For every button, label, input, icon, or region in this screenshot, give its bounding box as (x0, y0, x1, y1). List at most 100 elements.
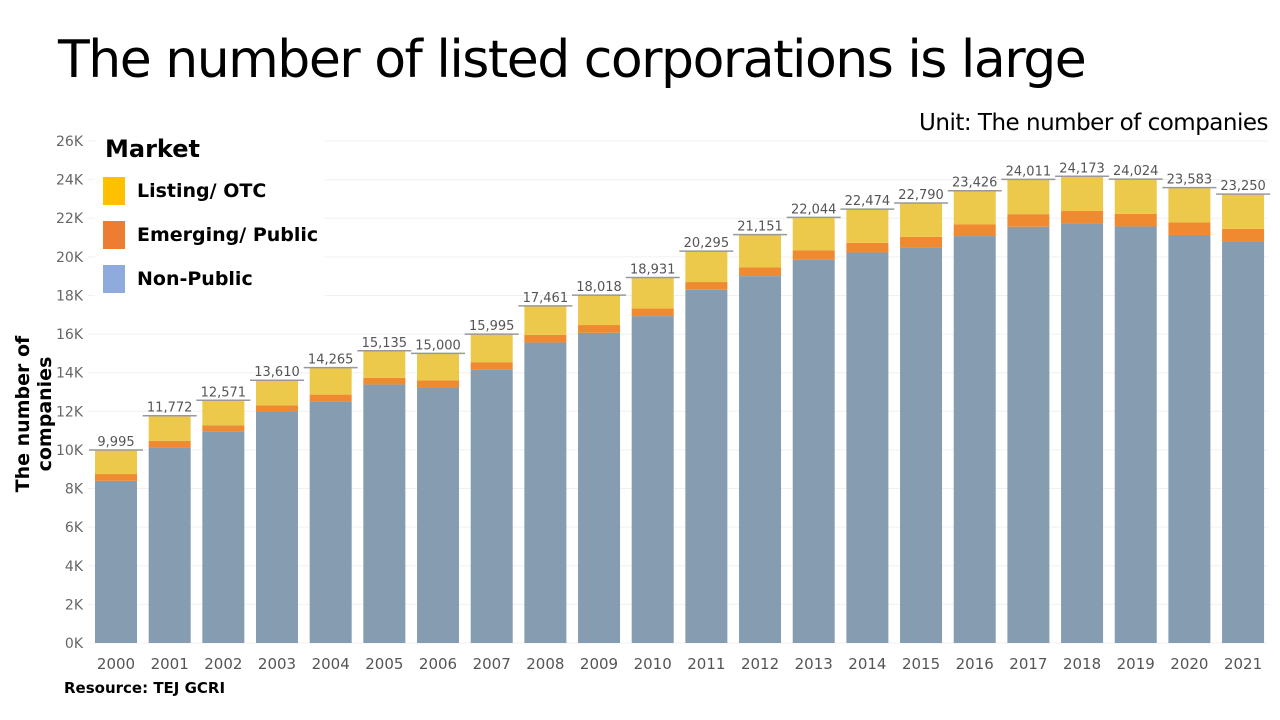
bar-segment-non-public (1114, 226, 1157, 643)
x-tick-label: 2020 (1170, 655, 1208, 673)
bar-segment-listing-otc (1114, 179, 1157, 214)
bar-segment-non-public (846, 252, 889, 643)
page-title: The number of listed corporations is lar… (58, 30, 1087, 90)
total-label: 15,995 (469, 319, 515, 334)
bar-segment-emerging-public (739, 267, 782, 277)
x-tick-label: 2014 (848, 655, 886, 673)
bar-segment-non-public (1168, 234, 1211, 644)
x-tick-label: 2003 (258, 655, 296, 673)
bar-segment-non-public (309, 401, 352, 643)
x-tick-label: 2016 (956, 655, 994, 673)
x-tick-label: 2021 (1224, 655, 1262, 673)
total-label: 23,426 (952, 176, 998, 191)
bar-segment-emerging-public (202, 425, 245, 432)
y-tick-label: 12K (56, 404, 84, 420)
bar-segment-listing-otc (202, 400, 245, 426)
legend-swatch (103, 265, 125, 293)
total-label: 20,295 (684, 236, 730, 251)
bar-segment-emerging-public (1168, 222, 1211, 235)
bar-segment-listing-otc (95, 450, 137, 475)
bar-segment-emerging-public (631, 308, 674, 317)
bar-segment-non-public (524, 342, 567, 643)
bar-segment-emerging-public (1114, 213, 1157, 227)
y-tick-label: 20K (56, 250, 84, 266)
x-tick-label: 2002 (204, 655, 242, 673)
bar-segment-listing-otc (739, 234, 782, 268)
y-tick-label: 18K (56, 288, 84, 304)
bar-segment-listing-otc (256, 380, 299, 406)
total-label: 17,461 (523, 291, 569, 306)
bar-segment-emerging-public (1222, 228, 1265, 242)
bar-segment-emerging-public (256, 405, 299, 412)
bar-segment-emerging-public (900, 236, 943, 248)
bar-segment-non-public (953, 236, 996, 643)
bar-segment-listing-otc (685, 251, 728, 283)
x-tick-label: 2019 (1117, 655, 1155, 673)
x-tick-label: 2009 (580, 655, 618, 673)
total-label: 22,474 (845, 194, 891, 209)
bar-segment-listing-otc (792, 217, 835, 251)
source-note: Resource: TEJ GCRI (64, 679, 226, 697)
bar-segment-listing-otc (309, 367, 352, 395)
bar-segment-emerging-public (792, 250, 835, 260)
total-label: 24,024 (1113, 164, 1159, 179)
y-tick-label: 26K (56, 134, 84, 150)
bar-segment-listing-otc (900, 202, 943, 237)
bar-segment-listing-otc (1168, 187, 1211, 223)
x-tick-label: 2011 (687, 655, 725, 673)
bar-segment-emerging-public (95, 474, 137, 481)
x-tick-label: 2004 (312, 655, 350, 673)
bar-segment-emerging-public (1061, 211, 1104, 224)
bar-segment-emerging-public (685, 282, 728, 290)
bar-segment-emerging-public (578, 325, 621, 333)
bar-segment-emerging-public (148, 440, 191, 448)
y-tick-label: 4K (65, 559, 84, 575)
total-label: 23,250 (1220, 179, 1266, 194)
bar-segment-emerging-public (1007, 214, 1050, 227)
bar-segment-emerging-public (363, 377, 406, 385)
y-tick-label: 24K (56, 173, 84, 189)
x-tick-label: 2008 (526, 655, 564, 673)
legend-swatch (103, 177, 125, 205)
total-label: 9,995 (97, 435, 134, 450)
bar-segment-non-public (1222, 241, 1265, 643)
bar-segment-listing-otc (631, 277, 674, 309)
total-label: 12,571 (201, 385, 247, 400)
bar-segment-emerging-public (953, 224, 996, 237)
legend-item-listing: Listing/ OTC (95, 169, 325, 213)
total-label: 15,135 (362, 336, 408, 351)
x-tick-label: 2010 (634, 655, 672, 673)
x-tick-label: 2006 (419, 655, 457, 673)
y-tick-label: 2K (65, 597, 84, 613)
bar-segment-non-public (363, 384, 406, 643)
unit-label: Unit: The number of companies (919, 110, 1268, 136)
x-tick-label: 2001 (151, 655, 189, 673)
y-tick-label: 6K (65, 520, 84, 536)
bar-segment-emerging-public (417, 380, 460, 388)
total-label: 22,044 (791, 202, 837, 217)
total-label: 24,173 (1059, 161, 1105, 176)
x-tick-label: 2005 (365, 655, 403, 673)
bar-segment-non-public (685, 289, 728, 643)
y-tick-label: 0K (65, 636, 84, 652)
bar-segment-listing-otc (363, 350, 406, 378)
total-label: 13,610 (254, 365, 300, 380)
bar-segment-non-public (578, 332, 621, 643)
bar-segment-emerging-public (470, 362, 513, 370)
bar-segment-non-public (1061, 223, 1104, 644)
total-label: 18,931 (630, 262, 676, 277)
bar-segment-non-public (417, 387, 460, 643)
x-tick-label: 2018 (1063, 655, 1101, 673)
total-label: 14,265 (308, 353, 354, 368)
bar-segment-listing-otc (578, 295, 621, 326)
legend-swatch (103, 221, 125, 249)
total-label: 22,790 (898, 188, 944, 203)
total-label: 11,772 (147, 401, 193, 416)
total-label: 18,018 (576, 280, 622, 295)
total-label: 23,583 (1167, 173, 1213, 188)
total-label: 15,000 (415, 338, 461, 353)
bar-segment-non-public (470, 369, 513, 643)
bar-segment-non-public (1007, 226, 1050, 643)
x-tick-label: 2015 (902, 655, 940, 673)
